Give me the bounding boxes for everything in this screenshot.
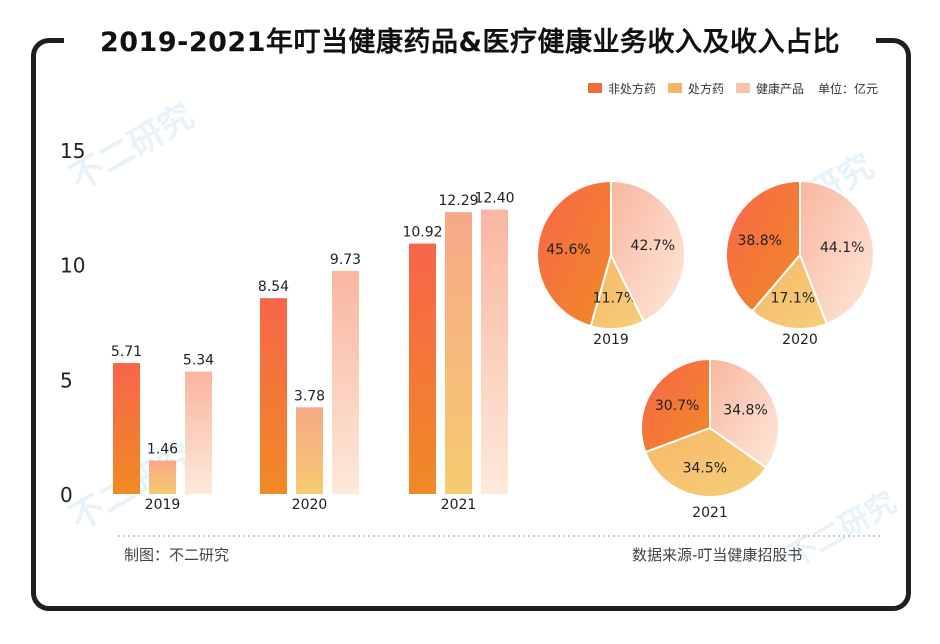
bar-value-label: 10.92 <box>402 225 442 241</box>
bar-value-label: 5.34 <box>183 353 214 369</box>
pie-value-label: 17.1% <box>771 290 815 306</box>
bar-value-label: 12.40 <box>474 191 514 207</box>
pie-value-label: 42.7% <box>631 238 675 254</box>
legend-label-health: 健康产品 <box>755 81 804 96</box>
bar-health-2021 <box>481 209 508 495</box>
pie-year-label: 2021 <box>692 505 728 521</box>
bar-rx-2021 <box>445 212 472 494</box>
pie-value-label: 34.5% <box>683 461 727 477</box>
legend-label-rx: 处方药 <box>687 81 724 96</box>
legend-swatch-rx <box>667 83 682 93</box>
pie-slice-2021-otc <box>640 357 711 454</box>
bar-otc-2019 <box>113 363 140 494</box>
legend: 非处方药 处方药 健康产品 单位：亿元 <box>576 79 878 97</box>
pie-slice-2019-otc <box>536 179 612 328</box>
bar-value-label: 3.78 <box>294 388 325 404</box>
pie-value-label: 44.1% <box>820 240 864 256</box>
pie-value-label: 11.7% <box>593 291 637 307</box>
pie-slice-2020-health <box>799 179 875 326</box>
pie-slice-2020-rx <box>750 253 829 330</box>
bar-value-label: 5.71 <box>111 344 142 360</box>
pie-value-label: 45.6% <box>546 242 590 258</box>
legend-swatch-otc <box>587 83 602 93</box>
unit-label: 单位：亿元 <box>817 81 878 96</box>
x-category-label: 2020 <box>292 497 328 513</box>
legend-item-rx: 处方药 <box>667 80 724 97</box>
legend-item-health: 健康产品 <box>735 80 804 97</box>
bar-otc-2020 <box>260 298 287 494</box>
y-tick-label: 0 <box>60 483 73 507</box>
pie-slice-2021-rx <box>644 426 768 498</box>
y-tick-label: 15 <box>60 139 85 163</box>
bar-value-label: 12.29 <box>438 193 478 209</box>
bar-value-label: 9.73 <box>330 252 361 268</box>
bar-rx-2019 <box>149 460 176 494</box>
pie-value-label: 30.7% <box>655 398 699 414</box>
pie-year-label: 2019 <box>593 332 629 348</box>
y-tick-label: 5 <box>60 368 73 392</box>
legend-label-otc: 非处方药 <box>607 81 656 96</box>
footer-credit: 制图：不二研究 <box>124 546 230 564</box>
chart-title: 2019-2021年叮当健康药品&医疗健康业务收入及收入占比 <box>64 20 876 66</box>
pie-value-label: 34.8% <box>723 403 767 419</box>
y-tick-label: 10 <box>60 254 85 278</box>
bar-value-label: 8.54 <box>258 279 289 295</box>
x-category-label: 2019 <box>145 497 181 513</box>
legend-item-otc: 非处方药 <box>587 80 656 97</box>
pie-year-label: 2020 <box>782 332 818 348</box>
pie-slice-2019-health <box>610 179 686 323</box>
bar-value-label: 1.46 <box>147 442 178 458</box>
legend-swatch-health <box>735 83 750 93</box>
bar-otc-2021 <box>409 243 436 494</box>
x-category-label: 2021 <box>441 497 477 513</box>
footer-source: 数据来源-叮当健康招股书 <box>632 546 803 564</box>
bar-health-2020 <box>332 270 359 494</box>
bar-rx-2020 <box>296 407 323 494</box>
pie-value-label: 38.8% <box>737 233 781 249</box>
pie-slice-2020-otc <box>725 179 801 313</box>
bar-health-2019 <box>185 371 212 494</box>
pie-slice-2021-health <box>709 357 780 470</box>
